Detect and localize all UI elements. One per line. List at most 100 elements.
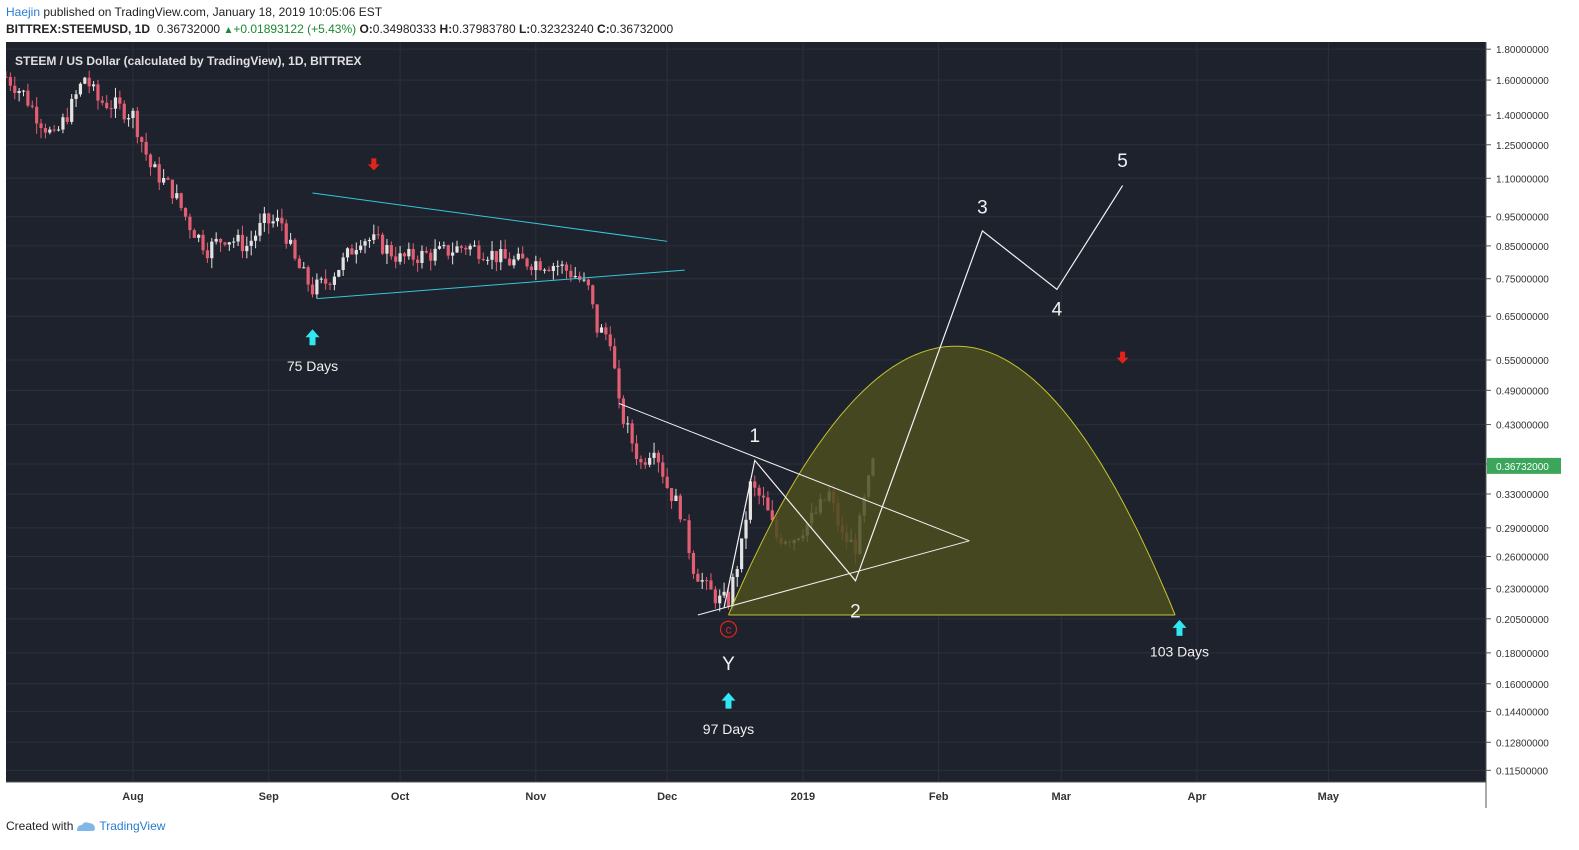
y-tick-label: 0.29000000 <box>1496 524 1549 535</box>
y-tick-label: 0.16000000 <box>1496 680 1549 691</box>
candle-body <box>731 576 735 607</box>
y-tick-label: 0.14400000 <box>1496 707 1549 718</box>
candle-body <box>665 476 669 489</box>
wave-label: 5 <box>1117 151 1128 172</box>
y-tick-label: 0.11500000 <box>1496 766 1549 777</box>
candle-body <box>258 222 262 236</box>
candle-body <box>696 573 700 582</box>
candle-body <box>166 178 170 180</box>
candle-body <box>367 239 372 242</box>
current-price-label: 0.36732000 <box>1496 462 1549 473</box>
candle-body <box>140 137 144 142</box>
candle-body <box>96 84 100 101</box>
trend-line <box>697 540 970 616</box>
candle-body <box>433 248 437 261</box>
price-axis[interactable] <box>1486 42 1561 808</box>
candle-body <box>210 241 214 259</box>
candle-body <box>538 261 542 271</box>
candle-body <box>179 193 183 208</box>
candle-body <box>564 264 569 271</box>
candle-body <box>748 481 752 520</box>
y-tick-label: 0.65000000 <box>1496 312 1549 323</box>
candle-body <box>718 595 722 604</box>
price-chart[interactable]: 1 2 3 4 5 Yc 75 Days 97 Days 103 Days 1.80000000… <box>4 42 1561 808</box>
candle-body <box>661 462 665 477</box>
plot-background <box>6 42 1486 782</box>
candle-body <box>30 105 34 107</box>
candle-body <box>525 258 529 267</box>
y-tick-label: 0.26000000 <box>1496 552 1549 563</box>
candle-body <box>411 248 415 260</box>
candle-body <box>455 246 459 253</box>
candle-body <box>740 538 744 570</box>
candle-body <box>52 129 56 131</box>
candle-body <box>481 258 485 261</box>
candle-body <box>700 580 704 582</box>
y-tick-label: 1.80000000 <box>1496 45 1549 56</box>
candle-body <box>192 230 196 238</box>
candle-body <box>516 253 520 260</box>
candle-body <box>407 248 411 257</box>
x-tick-label: Oct <box>391 791 410 803</box>
wave-label: 4 <box>1052 299 1063 320</box>
candle-body <box>363 241 367 246</box>
candle-body <box>131 110 135 119</box>
high-label: H: <box>439 22 453 36</box>
candle-body <box>109 108 113 110</box>
candle-body <box>551 266 555 271</box>
candle-body <box>398 253 402 262</box>
candle-body <box>8 76 12 86</box>
arc-outline <box>728 345 1176 616</box>
candle-body <box>626 423 630 425</box>
published-text: published on TradingView.com, January 18… <box>40 5 383 19</box>
candle-body <box>704 580 709 582</box>
candle-body <box>324 278 328 284</box>
candle-body <box>678 495 682 520</box>
candle-body <box>591 285 595 305</box>
candle-body <box>78 83 83 95</box>
author-link[interactable]: Haejin <box>6 5 41 19</box>
candle-body <box>17 90 21 94</box>
trend-line <box>312 192 668 242</box>
candle-body <box>61 117 65 130</box>
candle-body <box>183 207 188 217</box>
candle-body <box>26 90 30 106</box>
candle-body <box>669 488 674 502</box>
symbol-info: BITTREX:STEEMUSD, 1D 0.36732000 ▲+0.0189… <box>6 22 673 36</box>
candle-body <box>617 368 621 399</box>
y-tick-label: 1.60000000 <box>1496 76 1549 87</box>
time-axis[interactable] <box>6 782 1486 808</box>
candle-body <box>153 164 157 168</box>
candle-body <box>385 245 389 254</box>
candle-body <box>284 223 288 244</box>
candle-body <box>201 234 205 251</box>
tradingview-link[interactable]: TradingView <box>99 819 166 833</box>
candle-body <box>188 216 192 231</box>
candle-body <box>735 569 739 577</box>
candle-body <box>490 250 494 260</box>
candle-body <box>197 234 201 238</box>
candle-body <box>345 248 350 258</box>
y-tick-label: 1.25000000 <box>1496 141 1549 152</box>
y-tick-label: 0.12800000 <box>1496 738 1549 749</box>
candle-body <box>442 245 446 247</box>
created-with-label: Created with <box>6 819 74 833</box>
candle-body <box>280 217 284 224</box>
x-tick-label: Feb <box>929 791 949 803</box>
candle-body <box>372 234 376 240</box>
x-tick-label: May <box>1318 791 1340 803</box>
candle-body <box>328 283 332 285</box>
x-tick-label: Dec <box>657 791 677 803</box>
candle-body <box>271 221 275 224</box>
candle-body <box>218 238 223 243</box>
candle-body <box>709 580 713 590</box>
y-tick-label: 1.40000000 <box>1496 111 1549 122</box>
candle-body <box>459 246 463 248</box>
open-label: O: <box>359 22 373 36</box>
wave-label: 1 <box>749 426 760 447</box>
candle-body <box>761 495 766 498</box>
candle-body <box>13 85 17 94</box>
x-tick-label: Aug <box>122 791 143 803</box>
price-change: +0.01893122 (+5.43%) <box>233 22 357 36</box>
